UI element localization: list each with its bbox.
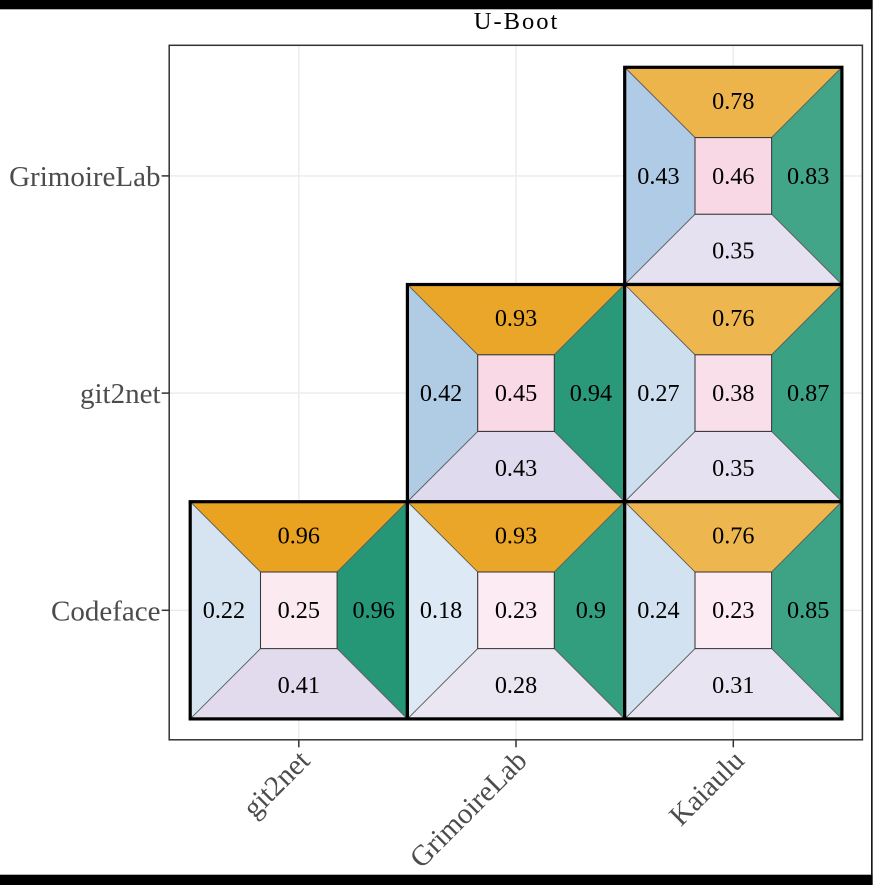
svg-text:0.27: 0.27 xyxy=(637,380,679,407)
svg-text:0.31: 0.31 xyxy=(712,672,754,699)
svg-text:0.42: 0.42 xyxy=(420,380,462,407)
svg-text:U-Boot: U-Boot xyxy=(474,8,560,35)
svg-text:0.83: 0.83 xyxy=(787,163,829,190)
svg-text:0.94: 0.94 xyxy=(570,380,612,407)
svg-text:0.18: 0.18 xyxy=(420,597,462,624)
svg-text:0.41: 0.41 xyxy=(278,672,320,699)
svg-text:0.45: 0.45 xyxy=(495,380,537,407)
svg-text:0.93: 0.93 xyxy=(495,522,537,549)
svg-text:GrimoireLab: GrimoireLab xyxy=(9,161,160,193)
svg-text:0.78: 0.78 xyxy=(712,88,754,115)
svg-text:0.24: 0.24 xyxy=(637,597,679,624)
svg-text:0.96: 0.96 xyxy=(278,522,320,549)
svg-text:0.28: 0.28 xyxy=(495,672,537,699)
svg-text:0.96: 0.96 xyxy=(353,597,395,624)
svg-text:0.23: 0.23 xyxy=(495,597,537,624)
svg-text:0.9: 0.9 xyxy=(576,597,606,624)
svg-text:0.22: 0.22 xyxy=(203,597,245,624)
svg-text:0.23: 0.23 xyxy=(712,597,754,624)
svg-text:0.87: 0.87 xyxy=(787,380,829,407)
svg-text:0.35: 0.35 xyxy=(712,238,754,265)
svg-text:0.35: 0.35 xyxy=(712,455,754,482)
svg-text:0.43: 0.43 xyxy=(495,455,537,482)
svg-text:git2net: git2net xyxy=(80,378,161,410)
svg-text:0.85: 0.85 xyxy=(787,597,829,624)
svg-text:0.76: 0.76 xyxy=(712,522,754,549)
svg-text:0.43: 0.43 xyxy=(637,163,679,190)
svg-text:0.76: 0.76 xyxy=(712,305,754,332)
svg-text:0.46: 0.46 xyxy=(712,163,754,190)
svg-text:0.93: 0.93 xyxy=(495,305,537,332)
svg-text:0.25: 0.25 xyxy=(278,597,320,624)
svg-text:Codeface: Codeface xyxy=(51,595,161,627)
svg-text:0.38: 0.38 xyxy=(712,380,754,407)
